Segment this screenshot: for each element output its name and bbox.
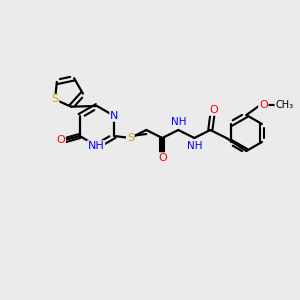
Text: N: N	[110, 111, 118, 121]
Text: CH₃: CH₃	[275, 100, 293, 110]
Text: NH: NH	[187, 141, 202, 151]
Text: NH: NH	[171, 117, 186, 127]
Text: S: S	[51, 94, 58, 104]
Text: O: O	[209, 105, 218, 115]
Text: O: O	[259, 100, 268, 110]
Text: S: S	[127, 133, 134, 143]
Text: O: O	[158, 153, 167, 163]
Text: NH: NH	[88, 141, 104, 151]
Text: O: O	[56, 135, 65, 145]
